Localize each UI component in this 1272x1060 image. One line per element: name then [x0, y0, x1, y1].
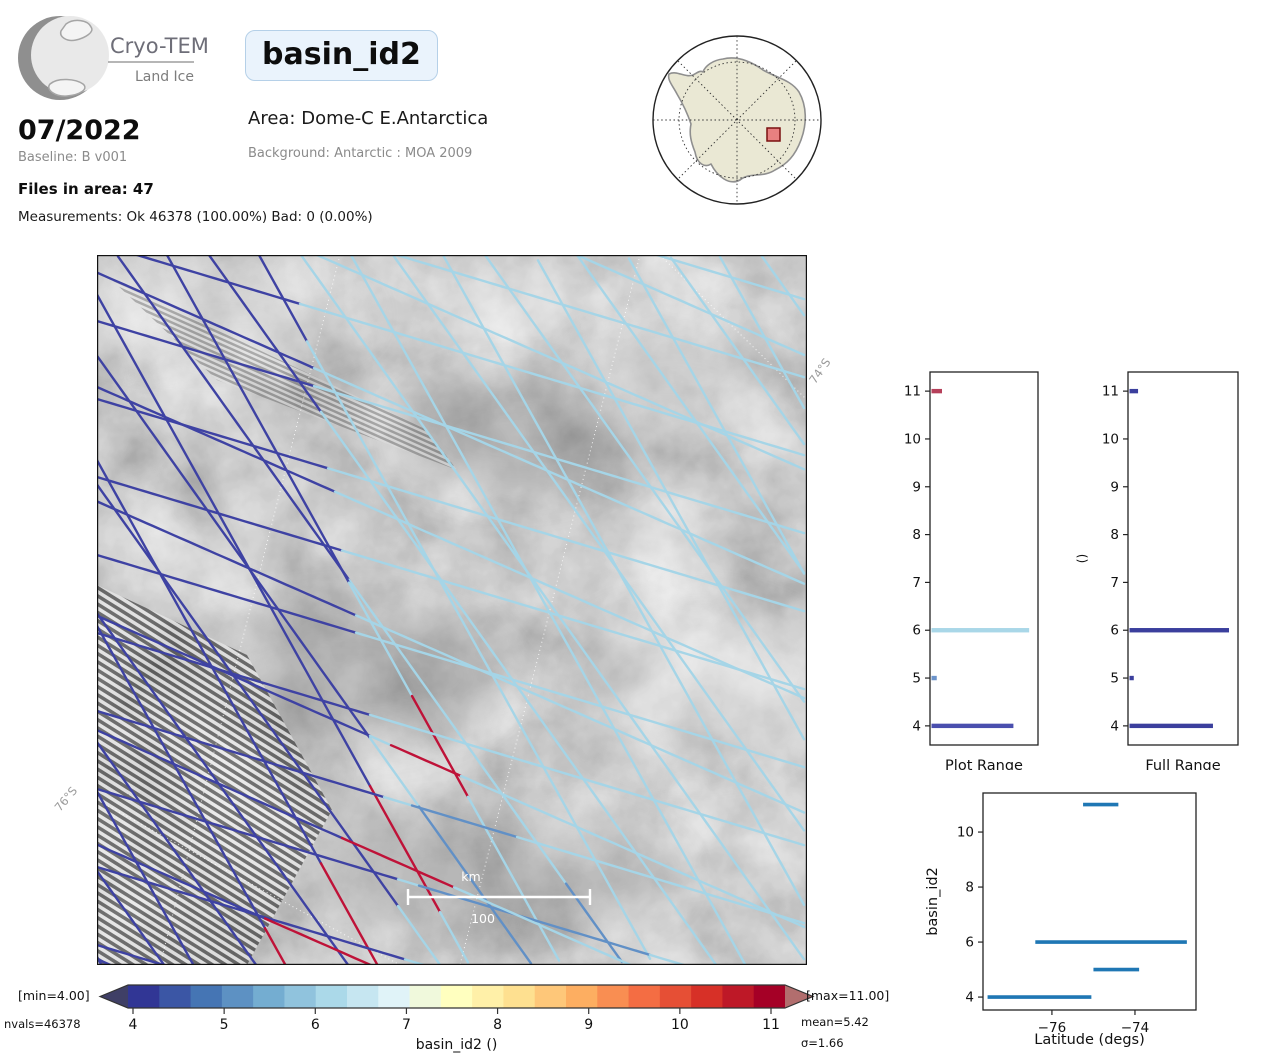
scale-value-label: 100: [471, 911, 495, 926]
plot-range-chart: 4 5 6 7 8 9 10 11 Plot Range: [904, 371, 1039, 770]
svg-text:basin_id2: basin_id2: [925, 867, 941, 936]
svg-text:10: 10: [1102, 431, 1119, 447]
svg-text:5: 5: [1110, 671, 1119, 687]
svg-text:4: 4: [965, 990, 974, 1006]
svg-text:5: 5: [220, 1017, 229, 1033]
logo-antarctica-shape: [48, 78, 86, 97]
svg-text:9: 9: [912, 479, 921, 495]
svg-text:4: 4: [912, 718, 921, 734]
svg-text:10: 10: [957, 825, 974, 841]
svg-text:6: 6: [965, 935, 974, 951]
svg-text:Full Range: Full Range: [1145, 758, 1220, 770]
svg-text:11: 11: [1102, 384, 1119, 400]
baseline-label: Baseline: B v001: [18, 150, 128, 165]
latitude-label-74s: 74°S: [806, 355, 834, 387]
latitude-profile-chart: −76 −74 4 6 8 10 Latitude (degs) basin_id2: [925, 792, 1197, 1048]
svg-text:9: 9: [584, 1017, 593, 1033]
svg-text:4: 4: [1110, 718, 1119, 734]
svg-text:10: 10: [671, 1017, 689, 1033]
svg-text:11: 11: [762, 1017, 780, 1033]
latitude-label-76s: 76°S: [51, 783, 81, 815]
colorbar-nvals-label: nvals=46378: [4, 1017, 81, 1031]
map-scale-bar: [406, 889, 592, 905]
logo-title: Cryo-TEMPO: [110, 34, 209, 58]
main-map: km 100: [97, 255, 807, 965]
colorbar: 4 5 6 7 8 9 10 11 basin_id2 (): [98, 984, 815, 1053]
svg-text:Latitude (degs): Latitude (degs): [1034, 1032, 1145, 1048]
antarctica-inset-map: [652, 35, 822, 205]
svg-text:6: 6: [912, 623, 921, 639]
date-label: 07/2022: [18, 115, 141, 146]
svg-text:8: 8: [965, 880, 974, 896]
logo-globe: [31, 16, 109, 94]
svg-text:10: 10: [904, 431, 921, 447]
svg-text:8: 8: [1110, 527, 1119, 543]
measurements-label: Measurements: Ok 46378 (100.00%) Bad: 0 …: [18, 209, 373, 225]
svg-text:−76: −76: [1038, 1020, 1067, 1036]
svg-text:7: 7: [402, 1017, 411, 1033]
map-graticule: [97, 255, 807, 965]
background-label: Background: Antarctic : MOA 2009: [248, 146, 473, 161]
satellite-ground-tracks: [97, 255, 806, 965]
svg-text:6: 6: [311, 1017, 320, 1033]
colorbar-sigma-label: σ=1.66: [801, 1036, 844, 1050]
svg-text:8: 8: [493, 1017, 502, 1033]
logo-greenland-shape: [59, 19, 93, 42]
logo-subtitle: Land Ice: [135, 69, 194, 85]
area-label: Area: Dome-C E.Antarctica: [248, 108, 489, 129]
map-border: [97, 255, 807, 965]
inset-area-marker: [766, 127, 781, 142]
svg-text:7: 7: [1110, 575, 1119, 591]
svg-text:8: 8: [912, 527, 921, 543]
svg-text:5: 5: [912, 671, 921, 687]
inset-graticule: [653, 36, 821, 204]
svg-text:Plot Range: Plot Range: [945, 758, 1023, 770]
svg-text:9: 9: [1110, 479, 1119, 495]
colorbar-mean-label: mean=5.42: [801, 1015, 869, 1029]
svg-text:(): (): [1075, 554, 1089, 563]
svg-text:basin_id2 (): basin_id2 (): [416, 1037, 498, 1053]
svg-text:11: 11: [904, 384, 921, 400]
scale-unit-label: km: [461, 869, 480, 884]
colorbar-min-label: [min=4.00]: [18, 988, 90, 1003]
colorbar-max-label: [max=11.00]: [806, 988, 890, 1003]
full-range-chart: 4 5 6 7 8 9 10 11 Full Range (): [1075, 371, 1239, 770]
svg-text:7: 7: [912, 575, 921, 591]
cryo-tempo-logo: Cryo-TEMPO Land Ice: [18, 16, 209, 100]
svg-text:4: 4: [129, 1017, 138, 1033]
parameter-badge: basin_id2: [245, 30, 438, 81]
map-background-imagery: [97, 255, 807, 965]
files-count-label: Files in area: 47: [18, 180, 154, 198]
svg-text:−74: −74: [1121, 1020, 1150, 1036]
crevasse-texture-upper: [112, 280, 457, 470]
svg-text:6: 6: [1110, 623, 1119, 639]
